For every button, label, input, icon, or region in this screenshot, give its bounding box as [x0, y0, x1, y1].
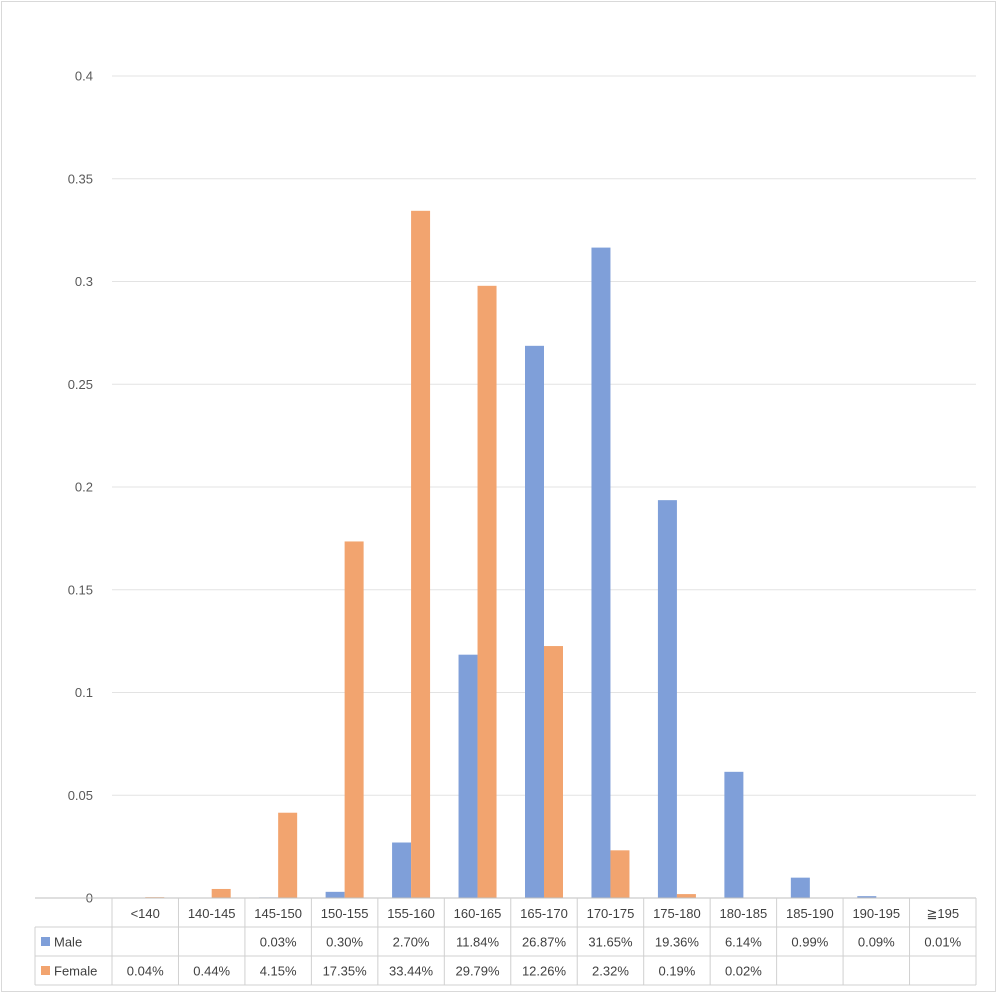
y-tick-label: 0.4	[75, 69, 93, 84]
table-cell-male: 31.65%	[588, 935, 633, 950]
y-tick-label: 0.35	[68, 171, 93, 186]
table-cell-female: 33.44%	[389, 964, 434, 979]
table-cell-male: 0.09%	[858, 935, 895, 950]
bar-male-7	[591, 247, 611, 898]
table-cell-male: 0.03%	[260, 935, 297, 950]
y-tick-label: 0.15	[68, 582, 93, 597]
table-cell-male: 0.99%	[791, 935, 828, 950]
y-tick-label: 0.25	[68, 377, 93, 392]
y-tick-label: 0.1	[75, 685, 93, 700]
table-cell-female: 4.15%	[260, 964, 297, 979]
table-cell-female: 0.44%	[193, 964, 230, 979]
bar-female-3	[344, 541, 364, 898]
category-label: 175-180	[653, 906, 701, 921]
bar-female-2	[278, 812, 298, 898]
table-cell-female: 0.04%	[127, 964, 164, 979]
table-cell-female: 12.26%	[522, 964, 567, 979]
bar-male-4	[392, 842, 412, 898]
table-cell-male: 0.01%	[924, 935, 961, 950]
bar-female-1	[211, 888, 231, 898]
category-label: 160-165	[454, 906, 502, 921]
bar-female-6	[544, 646, 563, 898]
category-label: 155-160	[387, 906, 435, 921]
gridlines	[112, 75, 976, 796]
bar-female-4	[411, 210, 431, 899]
bar-male-10	[790, 877, 810, 898]
category-label: 165-170	[520, 906, 568, 921]
bar-male-6	[525, 345, 544, 898]
y-tick-label: 0.2	[75, 480, 93, 495]
category-label: 180-185	[720, 906, 768, 921]
category-label: 170-175	[587, 906, 635, 921]
bar-female-7	[610, 850, 630, 898]
table-cell-male: 6.14%	[725, 935, 762, 950]
table-cell-female: 0.19%	[658, 964, 695, 979]
category-label: 145-150	[254, 906, 302, 921]
y-tick-label: 0.3	[75, 274, 93, 289]
legend-label-male: Male	[54, 935, 82, 950]
table-cell-female: 2.32%	[592, 964, 629, 979]
legend-key-male	[41, 937, 50, 946]
bar-female-5	[477, 285, 497, 898]
table-cell-male: 19.36%	[655, 935, 700, 950]
bar-male-8	[657, 500, 677, 898]
bar-female-8	[676, 894, 696, 898]
category-label: 140-145	[188, 906, 236, 921]
y-tick-label: 0.05	[68, 788, 93, 803]
table-cell-male: 2.70%	[393, 935, 430, 950]
category-label: <140	[131, 906, 160, 921]
category-label: 150-155	[321, 906, 369, 921]
table-cell-male: 0.30%	[326, 935, 363, 950]
legend-label-female: Female	[54, 964, 97, 979]
y-axis-tick-labels: 00.050.10.150.20.250.30.350.4	[68, 69, 93, 906]
bar-male-3	[325, 891, 345, 898]
category-label: 190-195	[852, 906, 900, 921]
category-label: 185-190	[786, 906, 834, 921]
table-cell-male: 11.84%	[456, 935, 500, 950]
table-cell-female: 17.35%	[323, 964, 368, 979]
table-cell-female: 0.02%	[725, 964, 762, 979]
legend-key-female	[41, 966, 50, 975]
table-cell-female: 29.79%	[455, 964, 500, 979]
bar-male-5	[458, 654, 478, 898]
category-label: ≧195	[926, 906, 959, 921]
bar-male-9	[724, 771, 744, 898]
bar-male-11	[857, 896, 877, 898]
data-table: <140 140-145 145-150 150-155 155-160 160-165 1…	[34, 897, 977, 986]
bars	[145, 210, 943, 899]
table-cell-male: 26.87%	[522, 935, 567, 950]
